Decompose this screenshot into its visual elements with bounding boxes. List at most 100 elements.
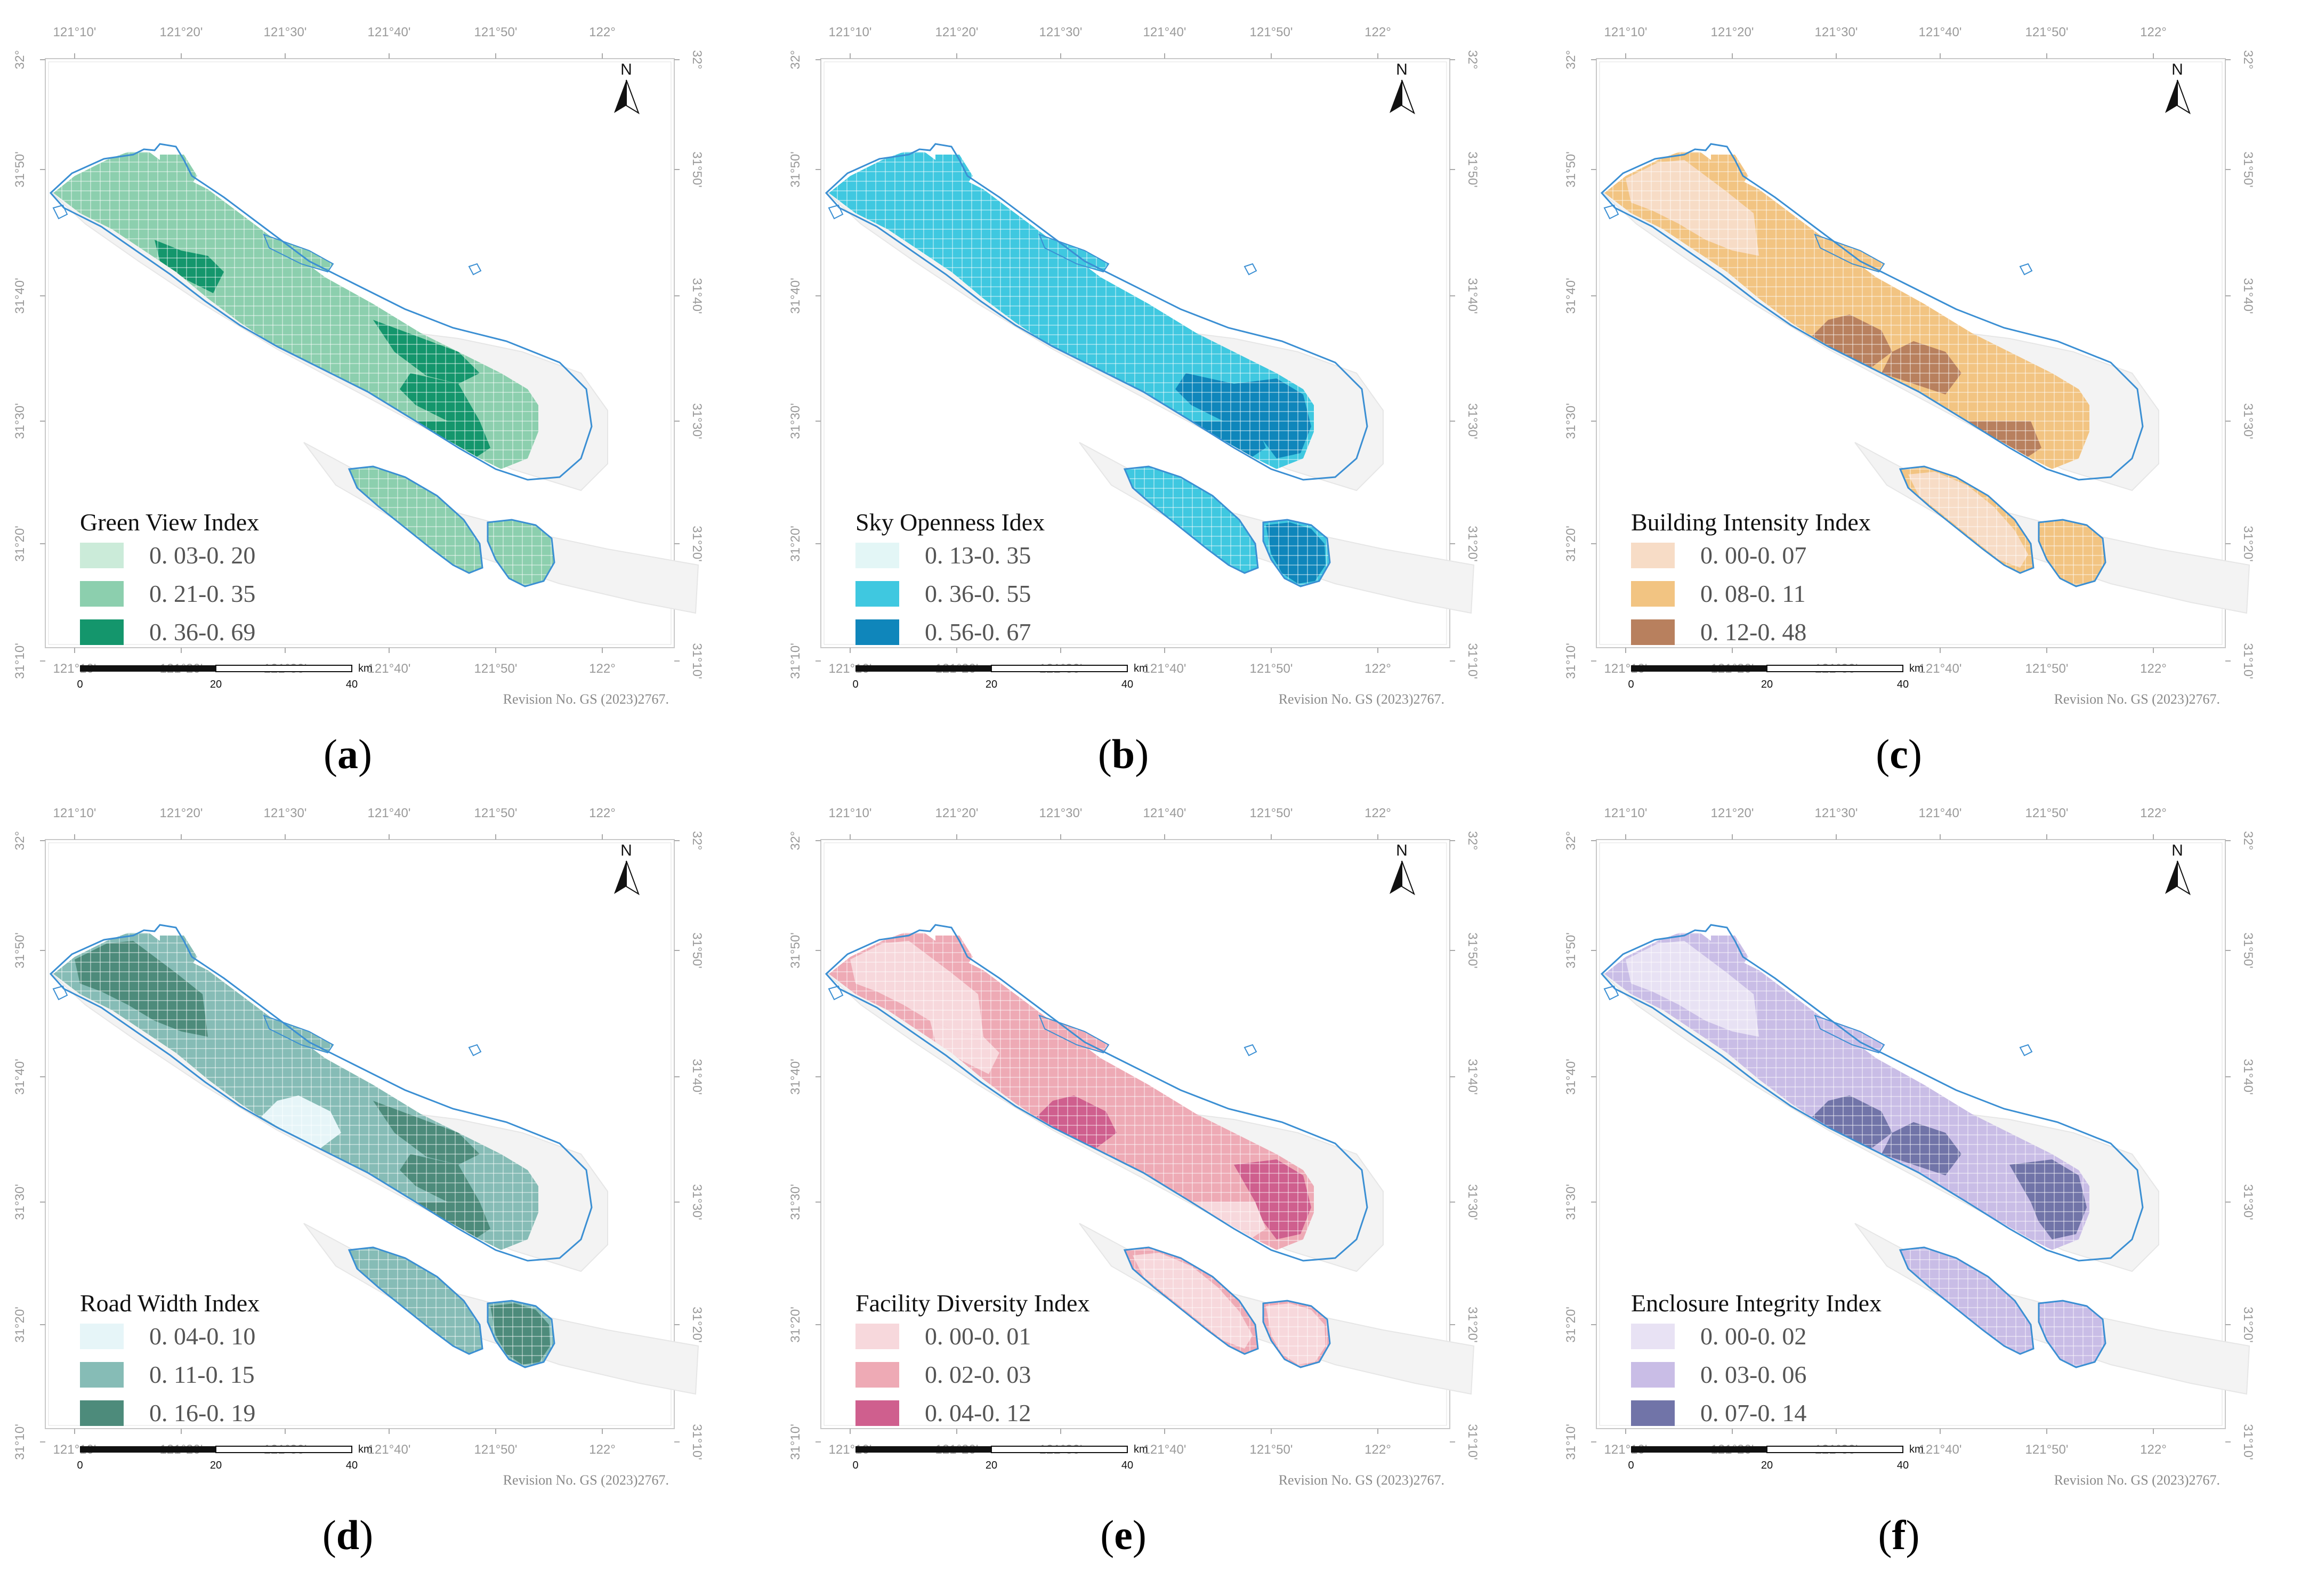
legend: Building Intensity Index 0. 00-0. 07 0. 08… (1631, 509, 1871, 646)
panel-caption: (f) (1878, 1512, 1920, 1558)
map-svg: 121°10'121°10'121°20'121°20'121°30'121°3… (788, 806, 1480, 1488)
north-arrow-left (614, 861, 626, 894)
lon-label-bottom: 121°50' (474, 1442, 518, 1457)
lon-label-top: 121°20' (160, 25, 203, 39)
legend-label: 0. 08-0. 11 (1700, 580, 1806, 607)
lat-label-left: 32° (13, 831, 27, 850)
legend-label: 0. 12-0. 48 (1700, 618, 1806, 646)
north-arrow-right (626, 860, 640, 896)
lat-label-right: 31°20' (690, 1307, 704, 1343)
panel-letter: a (337, 731, 358, 777)
island-boundary (1123, 1246, 1259, 1355)
revision-note: Revision No. GS (2023)2767. (2054, 691, 2220, 707)
index-region (400, 1154, 490, 1202)
island-boundary (1262, 519, 1331, 587)
lon-label-bottom: 122° (2140, 662, 2167, 676)
legend-swatch (1631, 619, 1675, 645)
index-region (1266, 522, 1326, 584)
island-boundary (1262, 1300, 1331, 1368)
scale-unit: km (1134, 1444, 1148, 1455)
lon-label-bottom: 121°40' (1143, 1442, 1186, 1457)
lat-label-left: 31°20' (1564, 1307, 1578, 1343)
map-inner-frame (48, 61, 672, 645)
map-panel-d: 121°10'121°10'121°20'121°20'121°30'121°3… (0, 781, 704, 1488)
scale-bar-seg (1631, 665, 1767, 672)
lat-label-right: 31°30' (690, 1184, 704, 1220)
legend-label: 0. 16-0. 19 (149, 1399, 255, 1426)
island-boundary (1600, 143, 2144, 481)
legend-swatch (855, 1400, 899, 1426)
index-region (458, 1159, 536, 1239)
legend-title: Sky Openness Idex (855, 509, 1045, 536)
panel-caption: (e) (1100, 1512, 1147, 1558)
legend-swatch (1631, 581, 1675, 607)
lon-label-top: 121°30' (1039, 25, 1083, 39)
scale-unit: km (1134, 663, 1148, 674)
scale-tick-label: 40 (1897, 679, 1909, 690)
scale-tick-label: 0 (1628, 679, 1634, 690)
lat-label-left: 31°10' (13, 643, 27, 679)
north-arrow-right (626, 79, 640, 115)
index-region (1175, 1154, 1266, 1202)
index-region (1706, 1021, 1775, 1074)
scale-tick-label: 40 (1121, 679, 1133, 690)
legend-label: 0. 11-0. 15 (149, 1361, 255, 1388)
legend-label: 0. 21-0. 35 (149, 580, 255, 607)
island-boundary (1123, 465, 1259, 574)
lat-label-left: 32° (1564, 831, 1578, 850)
lon-label-top: 121°30' (264, 25, 307, 39)
index-region (490, 522, 550, 584)
lat-label-right: 31°20' (690, 526, 704, 562)
scale-tick-label: 0 (852, 679, 858, 690)
island-boundary (2038, 519, 2106, 587)
revision-note: Revision No. GS (2023)2767. (503, 691, 669, 707)
lat-label-right: 31°50' (1465, 151, 1480, 188)
lon-label-top: 121°40' (368, 806, 411, 820)
legend-label: 0. 36-0. 55 (925, 580, 1031, 607)
lat-label-left: 31°30' (1564, 403, 1578, 439)
lat-label-right: 31°50' (2241, 151, 2255, 188)
lon-label-top: 121°10' (829, 25, 872, 39)
lat-label-left: 31°40' (1564, 278, 1578, 314)
north-arrow-icon: N (614, 61, 640, 115)
scale-bar-seg (215, 665, 352, 672)
lat-label-right: 31°30' (1465, 403, 1480, 439)
lat-label-right: 31°20' (2241, 1307, 2255, 1343)
lon-label-top: 121°40' (1919, 806, 1962, 820)
lat-label-left: 32° (1564, 50, 1578, 69)
lon-label-top: 122° (589, 806, 616, 820)
index-region (2009, 1159, 2087, 1239)
lon-label-top: 121°10' (829, 806, 872, 820)
lat-label-left: 31°20' (1564, 526, 1578, 562)
map-panel-e: 121°10'121°10'121°20'121°20'121°30'121°3… (776, 781, 1480, 1488)
map-svg: 121°10'121°10'121°20'121°20'121°30'121°3… (1564, 806, 2255, 1488)
scale-tick-label: 0 (1628, 1460, 1634, 1471)
islet-boundary (1038, 1014, 1110, 1054)
legend: Green View Index 0. 03-0. 20 0. 21-0. 35 0.… (80, 509, 259, 646)
panel-caption: (d) (322, 1512, 374, 1558)
north-arrow-right (1401, 79, 1415, 115)
lon-label-bottom: 122° (1365, 1442, 1391, 1457)
lon-label-top: 121°50' (2025, 25, 2069, 39)
revision-note: Revision No. GS (2023)2767. (1279, 691, 1444, 707)
index-region (1951, 373, 2041, 421)
lat-label-right: 31°50' (2241, 932, 2255, 969)
index-region (930, 240, 999, 293)
lat-label-left: 31°30' (1564, 1184, 1578, 1220)
index-region (1106, 1122, 1186, 1175)
islet-boundary (1814, 233, 1885, 273)
lat-label-left: 31°30' (13, 403, 27, 439)
lon-label-bottom: 121°50' (2025, 662, 2069, 676)
lon-label-bottom: 121°50' (2025, 1442, 2069, 1457)
islet-boundary (263, 233, 334, 273)
scale-bar-seg (991, 665, 1128, 672)
scale-bar-seg (855, 665, 991, 672)
lon-label-bottom: 122° (2140, 1442, 2167, 1457)
island-boundary (825, 924, 1368, 1262)
index-region (1706, 240, 1775, 293)
island-boundary (348, 1246, 483, 1355)
panel-letter: c (1890, 731, 1908, 777)
